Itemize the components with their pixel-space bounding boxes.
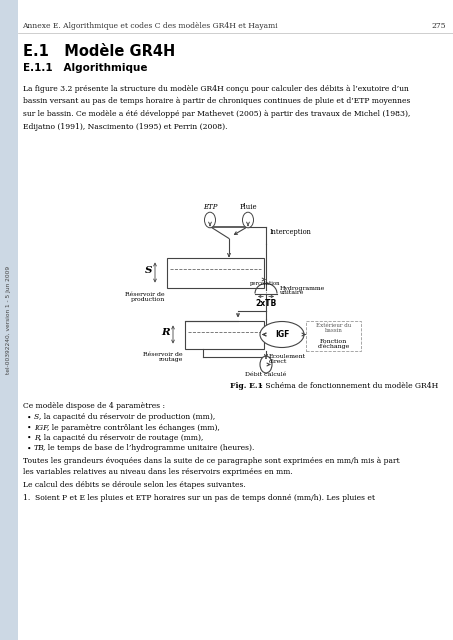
Text: : Schéma de fonctionnement du modèle GR4H: : Schéma de fonctionnement du modèle GR4… <box>258 383 438 390</box>
Text: Toutes les grandeurs évoquées dans la suite de ce paragraphe sont exprimées en m: Toutes les grandeurs évoquées dans la su… <box>23 458 399 465</box>
FancyBboxPatch shape <box>185 321 264 349</box>
Text: E.1   Modèle GR4H: E.1 Modèle GR4H <box>23 44 175 59</box>
Text: unitaire: unitaire <box>280 290 304 295</box>
Text: , le temps de base de l’hydrogramme unitaire (heures).: , le temps de base de l’hydrogramme unit… <box>43 444 254 452</box>
Text: 1.  Soient P et E les pluies et ETP horaires sur un pas de temps donné (mm/h). L: 1. Soient P et E les pluies et ETP horai… <box>23 494 375 502</box>
Text: •: • <box>27 413 32 422</box>
Text: Fig. E.1: Fig. E.1 <box>230 383 263 390</box>
Text: 275: 275 <box>432 22 446 29</box>
Text: Annexe E. Algorithmique et codes C des modèles GR4H et Hayami: Annexe E. Algorithmique et codes C des m… <box>23 22 278 29</box>
Text: routage: routage <box>159 358 183 362</box>
Text: Débit calculé: Débit calculé <box>246 372 287 378</box>
Text: bassin versant au pas de temps horaire à partir de chroniques continues de pluie: bassin versant au pas de temps horaire à… <box>23 97 410 106</box>
Text: direct: direct <box>269 359 287 364</box>
Text: IGF: IGF <box>34 424 48 432</box>
Text: E.1.1   Algorithmique: E.1.1 Algorithmique <box>23 63 147 74</box>
Text: •: • <box>27 434 32 442</box>
Text: Réservoir de: Réservoir de <box>125 291 165 296</box>
Text: Le calcul des débits se déroule selon les étapes suivantes.: Le calcul des débits se déroule selon le… <box>23 481 245 488</box>
Circle shape <box>242 212 254 228</box>
Text: •: • <box>27 424 32 432</box>
Text: , le paramètre contrôlant les échanges (mm),: , le paramètre contrôlant les échanges (… <box>47 424 219 432</box>
Text: Hydrogramme: Hydrogramme <box>280 286 325 291</box>
Text: S: S <box>145 266 152 275</box>
Text: La figure 3.2 présente la structure du modèle GR4H conçu pour calculer des débit: La figure 3.2 présente la structure du m… <box>23 84 409 93</box>
FancyBboxPatch shape <box>167 257 264 287</box>
Text: •: • <box>27 444 32 452</box>
FancyBboxPatch shape <box>306 321 361 351</box>
Text: Pluie: Pluie <box>239 203 257 211</box>
Text: R: R <box>161 328 170 337</box>
Text: 2xTB: 2xTB <box>255 298 277 307</box>
Text: , la capacité du réservoir de routage (mm),: , la capacité du réservoir de routage (m… <box>39 434 204 442</box>
Text: Ce modèle dispose de 4 paramètres :: Ce modèle dispose de 4 paramètres : <box>23 403 164 410</box>
Text: S: S <box>34 413 39 422</box>
Text: d'échange: d'échange <box>318 344 350 349</box>
Ellipse shape <box>260 321 304 348</box>
Text: Edijatno (1991), Nascimento (1995) et Perrin (2008).: Edijatno (1991), Nascimento (1995) et Pe… <box>23 123 227 131</box>
Text: sur le bassin. Ce modèle a été développé par Mathevet (2005) à partir des travau: sur le bassin. Ce modèle a été développé… <box>23 110 410 118</box>
Text: les variables relatives au niveau dans les réservoirs exprimées en mm.: les variables relatives au niveau dans l… <box>23 468 292 476</box>
Text: IGF: IGF <box>275 330 289 339</box>
Text: tel-00392240, version 1 - 5 Jun 2009: tel-00392240, version 1 - 5 Jun 2009 <box>6 266 11 374</box>
Circle shape <box>204 212 216 228</box>
Text: bassin: bassin <box>324 328 342 333</box>
Text: ETP: ETP <box>203 203 217 211</box>
Text: Ecoulement: Ecoulement <box>269 354 306 359</box>
Text: Réservoir de: Réservoir de <box>144 353 183 358</box>
Text: TB: TB <box>34 444 44 452</box>
Text: Fonction: Fonction <box>320 339 347 344</box>
Text: R: R <box>34 434 39 442</box>
Text: Interception: Interception <box>270 228 312 236</box>
Circle shape <box>260 356 272 373</box>
Text: percolation: percolation <box>250 280 280 285</box>
Text: production: production <box>131 296 165 301</box>
Text: , la capacité du réservoir de production (mm),: , la capacité du réservoir de production… <box>39 413 216 422</box>
Text: Extérieur du: Extérieur du <box>316 323 351 328</box>
FancyBboxPatch shape <box>0 0 18 640</box>
